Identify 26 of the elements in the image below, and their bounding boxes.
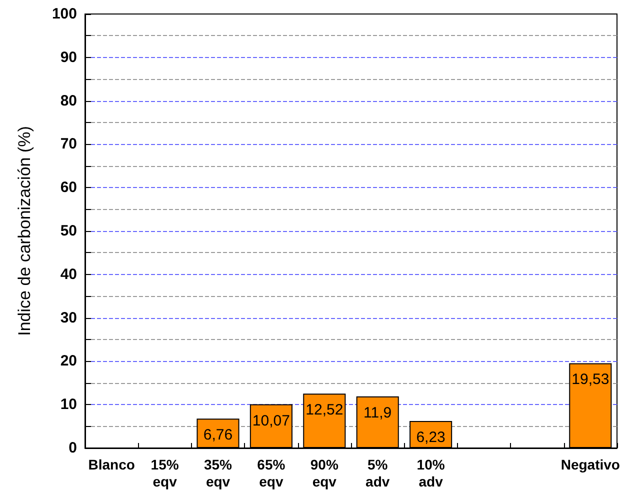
x-tick-label: 15% eqv <box>150 456 180 490</box>
y-tick-label: 100 <box>52 6 77 22</box>
x-tick-label: Negativo <box>560 456 620 472</box>
y-tick-label: 20 <box>60 352 77 370</box>
x-tick-label: 90% eqv <box>310 456 339 490</box>
y-tick-label: 0 <box>68 440 77 456</box>
y-tick-label: 60 <box>60 179 77 196</box>
x-tick-label: Blanco <box>88 456 135 472</box>
y-tick-label: 70 <box>60 136 77 153</box>
x-tick-label: 35% eqv <box>204 456 233 490</box>
y-tick-label: 40 <box>60 266 77 283</box>
y-tick-label: 50 <box>60 222 77 240</box>
y-axis-title: Indice de carbonización (%) <box>15 126 34 336</box>
data-label: 19,53 <box>572 371 610 388</box>
y-tick-label: 80 <box>60 92 77 110</box>
data-label: 6,23 <box>416 428 446 446</box>
y-tick-label: 30 <box>60 309 77 326</box>
data-label: 6,76 <box>203 426 233 444</box>
data-label: 10,07 <box>252 412 290 430</box>
y-tick-label: 10 <box>60 396 77 414</box>
data-label: 12,52 <box>306 402 344 419</box>
x-tick-label: 5% adv <box>366 456 390 490</box>
data-label: 11,9 <box>364 404 392 422</box>
x-tick-label: 65% eqv <box>257 456 286 490</box>
x-tick-label: 10% adv <box>416 456 446 490</box>
y-tick-label: 90 <box>60 48 77 66</box>
